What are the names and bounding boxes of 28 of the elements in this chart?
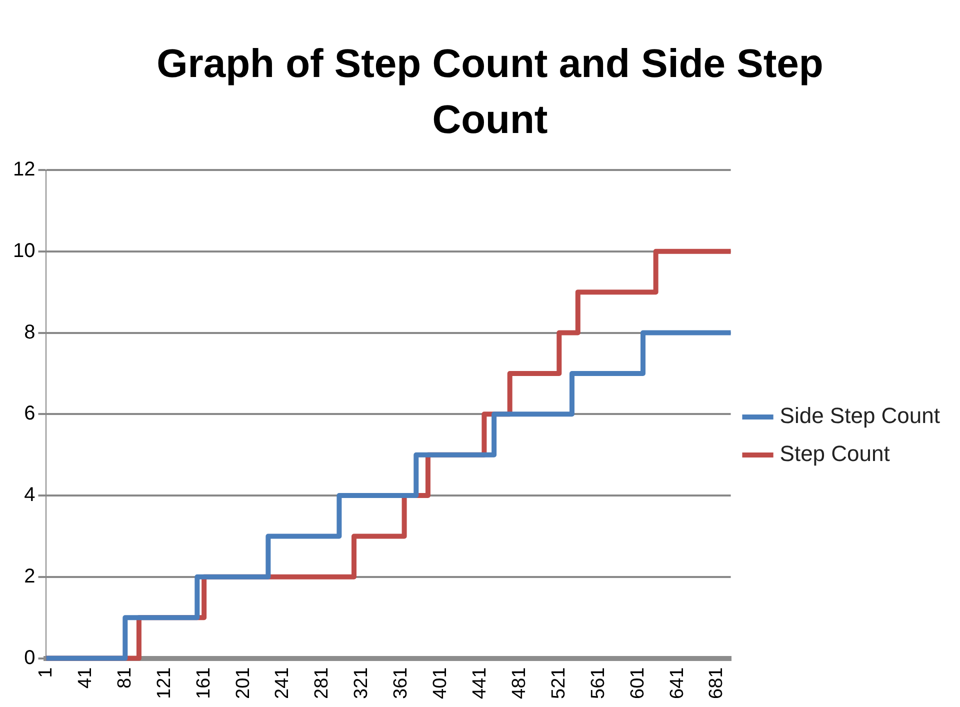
- x-tick-label: 1: [35, 667, 56, 678]
- x-tick-label: 441: [469, 667, 490, 699]
- y-tick-label: 10: [12, 240, 36, 262]
- y-tick-label: 12: [12, 158, 36, 181]
- x-tick-label: 81: [114, 667, 136, 688]
- x-tick-label: 561: [588, 667, 609, 699]
- x-tick-label: 681: [706, 667, 728, 699]
- x-tick-label: 241: [272, 667, 294, 699]
- x-tick-label: 41: [74, 667, 96, 688]
- y-tick-label: 2: [24, 565, 36, 588]
- y-tick-label: 6: [24, 402, 36, 425]
- legend-label: Step Count: [780, 441, 890, 466]
- x-tick-label: 321: [351, 667, 372, 699]
- y-tick-label: 4: [24, 484, 36, 506]
- x-tick-label: 401: [430, 667, 452, 699]
- chart-title: Graph of Step Count and Side Step Count: [156, 41, 824, 144]
- x-tick-label: 281: [312, 667, 333, 699]
- y-tick-label: 0: [24, 646, 36, 669]
- x-tick-label: 641: [666, 667, 688, 699]
- x-tick-label: 161: [193, 667, 214, 699]
- x-tick-label: 481: [508, 667, 530, 699]
- x-tick-label: 361: [390, 667, 412, 699]
- x-tick-label: 521: [548, 667, 570, 699]
- legend-label: Side Step Count: [780, 403, 940, 428]
- x-tick-label: 121: [154, 667, 175, 699]
- x-tick-label: 201: [232, 667, 254, 699]
- y-tick-label: 8: [24, 321, 36, 344]
- x-tick-label: 601: [627, 667, 648, 699]
